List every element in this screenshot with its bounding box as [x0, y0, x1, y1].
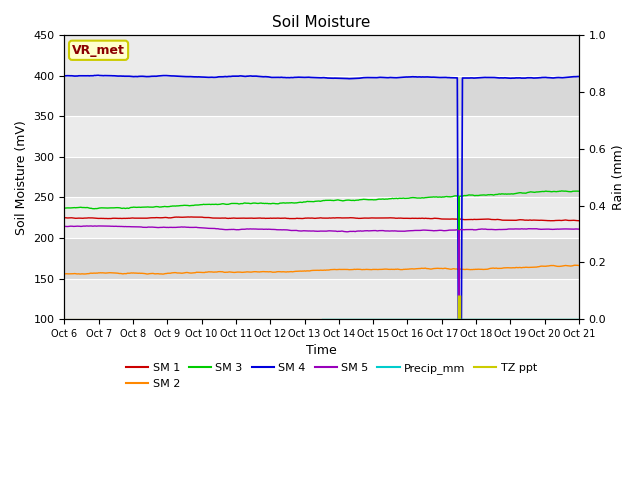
- Bar: [65, 157, 579, 197]
- Bar: [65, 117, 579, 157]
- Bar: [65, 278, 579, 319]
- X-axis label: Time: Time: [307, 344, 337, 357]
- Bar: [65, 197, 579, 238]
- Y-axis label: Soil Moisture (mV): Soil Moisture (mV): [15, 120, 28, 235]
- Bar: [65, 36, 579, 76]
- Text: VR_met: VR_met: [72, 44, 125, 57]
- Y-axis label: Rain (mm): Rain (mm): [612, 144, 625, 210]
- Legend: SM 1, SM 2, SM 3, SM 4, SM 5, Precip_mm, TZ ppt: SM 1, SM 2, SM 3, SM 4, SM 5, Precip_mm,…: [122, 359, 541, 393]
- Bar: [65, 238, 579, 278]
- Bar: [65, 76, 579, 117]
- Title: Soil Moisture: Soil Moisture: [273, 15, 371, 30]
